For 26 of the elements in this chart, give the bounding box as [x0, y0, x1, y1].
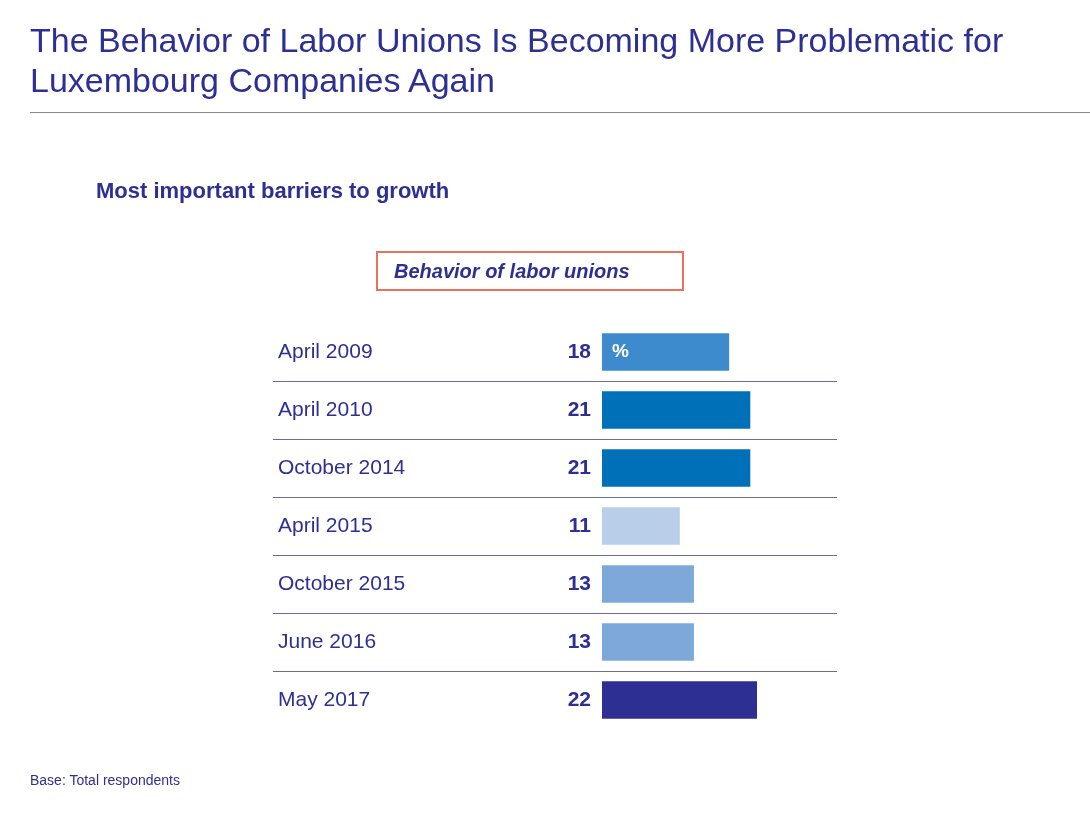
- data-label: 11: [568, 512, 592, 536]
- legend-title: Behavior of labor unions: [376, 251, 684, 291]
- text: Base: Total respondents: [30, 772, 180, 788]
- bar: [602, 565, 694, 603]
- y-tick-label: April 2015: [278, 512, 373, 536]
- bar: [602, 507, 680, 545]
- bar: [602, 391, 751, 429]
- data-label: 22: [567, 686, 591, 710]
- bar: [602, 333, 730, 371]
- bar: [602, 681, 757, 719]
- y-tick-label: October 2014: [278, 454, 406, 478]
- y-tick-label: April 2010: [278, 396, 373, 420]
- y-tick-label: October 2015: [278, 570, 406, 594]
- data-label: 13: [567, 628, 591, 652]
- data-label: 18: [567, 338, 592, 362]
- data-label: 21: [567, 454, 592, 478]
- text: Most important barriers to growth: [96, 178, 450, 204]
- bar: [602, 623, 694, 661]
- y-tick-label: April 2009: [278, 338, 373, 362]
- y-tick-label: May 2017: [278, 686, 371, 710]
- chart-title: The Behavior of Labor Unions Is Becoming More Problematic for Luxembourg Companies Again: [30, 20, 1090, 113]
- bar: [602, 449, 751, 487]
- y-tick-label: June 2016: [278, 628, 377, 652]
- data-label: 21: [567, 396, 592, 420]
- data-label: 13: [567, 570, 591, 594]
- x-axis-title: %: [612, 340, 629, 362]
